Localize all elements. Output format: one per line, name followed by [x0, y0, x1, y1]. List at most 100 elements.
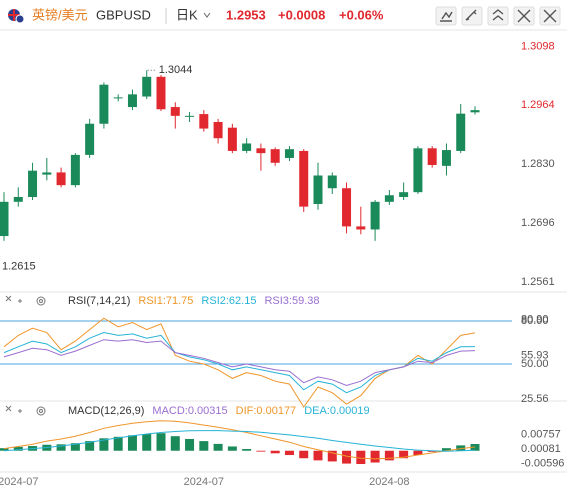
candle-body — [213, 121, 223, 139]
macd-bar — [199, 441, 209, 451]
candle-body — [156, 76, 166, 110]
y-tick-label: 55.93 — [521, 349, 549, 361]
candle-body — [70, 154, 80, 186]
macd-bar — [441, 448, 451, 451]
x-tick-label: 2024-08 — [369, 476, 409, 488]
macd-bar — [185, 438, 195, 451]
legend-entry: DEA:0.00019 — [304, 405, 369, 417]
candle-body — [113, 97, 123, 99]
candle-body — [185, 115, 195, 117]
indicator-title: RSI(7,14,21) — [68, 295, 130, 307]
y-tick-label: 50.00 — [521, 358, 549, 370]
macd-bar — [356, 450, 366, 465]
toolbar-icons — [440, 9, 557, 23]
y-tick-label: 25.56 — [521, 393, 549, 405]
candle-body — [256, 148, 266, 154]
candle-body — [313, 175, 323, 205]
candle-body — [470, 110, 480, 113]
macd-bar — [270, 450, 280, 454]
macd-line — [3, 430, 476, 452]
macd-bar — [170, 436, 180, 451]
macd-bar — [113, 436, 123, 451]
macd-bar — [213, 443, 223, 451]
candle-body — [142, 76, 152, 97]
panel-icon[interactable] — [18, 409, 22, 413]
high-label: 1.3044 — [159, 64, 193, 76]
candle-body — [42, 172, 52, 175]
symbol-name: 英镑/美元 — [32, 7, 88, 22]
dropdown-arrow — [203, 12, 211, 18]
candle-body — [170, 107, 180, 116]
period[interactable]: 日K — [176, 7, 198, 22]
rsi-icons — [5, 295, 46, 416]
candle-body — [370, 201, 380, 230]
candle-body — [242, 143, 252, 151]
candle-body — [384, 195, 394, 202]
macd-bar — [299, 450, 309, 459]
symbol-code: GBPUSD — [96, 7, 151, 22]
macd-bar — [313, 450, 323, 461]
macd-bar — [99, 438, 109, 451]
candle-body — [327, 175, 337, 189]
macd-bar — [142, 434, 152, 451]
candle-body — [270, 149, 280, 163]
macd-bar — [56, 444, 66, 451]
macd-bar — [242, 449, 252, 451]
candle-body — [99, 84, 109, 124]
price-change: +0.0008 — [278, 7, 325, 22]
candle-body — [56, 172, 66, 186]
macd-bar — [342, 450, 352, 464]
candle-body — [28, 170, 38, 197]
legend-entry: RSI3:59.38 — [264, 295, 319, 307]
y-tick-label: 1.2830 — [521, 158, 555, 170]
tool-button[interactable] — [435, 6, 457, 26]
legend-entry: RSI1:71.75 — [138, 295, 193, 307]
candle-body — [0, 201, 9, 237]
macd-bar — [127, 435, 137, 451]
legend-entry: DIF:0.00177 — [236, 405, 297, 417]
candle-body — [13, 196, 23, 202]
candle-body — [227, 127, 237, 151]
candle-body — [441, 150, 451, 166]
macd-bar — [13, 446, 23, 451]
price-change-pct: +0.06% — [339, 7, 384, 22]
y-tick-label: 1.2561 — [521, 276, 555, 288]
x-tick-label: 2024-07 — [0, 476, 38, 488]
y-tick-label: 1.2964 — [521, 99, 555, 111]
candle-body — [413, 148, 423, 193]
y-tick-label: -0.00596 — [521, 457, 564, 469]
legend-entry: RSI2:62.15 — [201, 295, 256, 307]
y-tick-label: 1.2696 — [521, 217, 555, 229]
macd-bar — [413, 450, 423, 456]
macd-bar — [399, 450, 409, 459]
candle-body — [356, 226, 366, 230]
candle-body — [127, 94, 137, 108]
y-tick-label: 0.00757 — [521, 428, 561, 440]
macd-bar — [370, 450, 380, 463]
macd-bar — [256, 450, 266, 452]
candle-body — [284, 149, 294, 158]
candle-body — [456, 113, 466, 151]
candle-body — [299, 150, 309, 207]
candle-body — [399, 192, 409, 197]
panel-icon[interactable] — [18, 299, 22, 303]
macd-bar — [0, 448, 9, 451]
macd-bar — [85, 441, 95, 451]
candle-body — [342, 188, 352, 227]
candle-body — [85, 123, 95, 155]
low-label: 1.2615 — [2, 260, 36, 272]
macd-bar — [227, 446, 237, 451]
candle-body — [427, 148, 437, 165]
symbol-icon — [8, 9, 25, 24]
legend-entry: MACD:0.00315 — [152, 405, 227, 417]
indicator-title: MACD(12,26,9) — [68, 405, 144, 417]
macd-bar — [284, 450, 294, 456]
tool-button[interactable] — [461, 6, 483, 26]
y-tick-label: 80.00 — [521, 315, 549, 327]
x-tick-label: 2024-07 — [184, 476, 224, 488]
macd-bar — [427, 450, 437, 452]
last-price: 1.2953 — [226, 7, 266, 22]
